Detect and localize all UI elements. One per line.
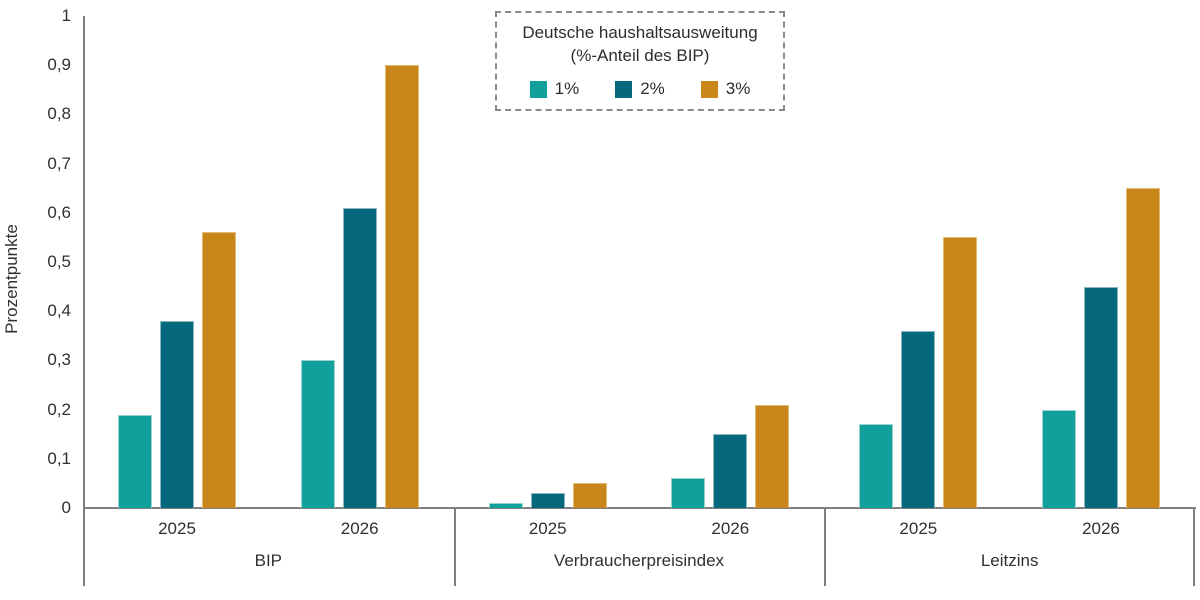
legend-swatch-icon [529, 80, 547, 98]
year-cluster: 2026 [671, 16, 790, 538]
legend: Deutsche haushaltsausweitung (%-Anteil d… [495, 11, 785, 111]
bar-3%-2025 [572, 483, 607, 508]
year-cluster: 2025 [118, 16, 236, 538]
year-cluster: 2026 [1041, 16, 1160, 538]
y-tick-label: 0 [61, 498, 71, 517]
bar-group-leitzins: 2025 2026 Leitzins [824, 16, 1195, 570]
y-tick-label: 0,9 [47, 55, 71, 75]
legend-swatch-icon [615, 80, 633, 98]
bar-2%-2026 [713, 434, 748, 508]
x-group-label: Leitzins [980, 551, 1039, 570]
y-tick-label: 0,6 [47, 202, 71, 222]
bar-group-verbraucherpreisindex: 2025 2026 Verbraucherpreisindex [454, 16, 825, 570]
bar-1%-2025 [488, 503, 523, 508]
y-tick-label: 0,2 [47, 399, 71, 419]
y-tick-label: 1 [61, 6, 71, 25]
bar-group-bip: 2025 2026 BIP [83, 16, 454, 570]
bar-3%-2026 [384, 65, 419, 508]
y-tick-label: 0,5 [47, 252, 71, 271]
group-separator-line [1193, 507, 1195, 586]
y-tick-label: 0,7 [47, 153, 71, 173]
bar-1%-2026 [1041, 409, 1076, 508]
bar-2%-2025 [530, 493, 565, 508]
y-tick-label: 0,8 [47, 104, 71, 124]
legend-item: 3% [700, 79, 751, 99]
bar-1%-2026 [671, 478, 706, 508]
bar-2%-2025 [901, 330, 936, 508]
legend-item-label: 3% [725, 79, 751, 98]
legend-item-list: 1% 2% 3% [497, 79, 783, 99]
x-year-label: 2026 [711, 519, 750, 538]
bar-2%-2026 [1083, 286, 1118, 508]
bar-3%-2026 [1125, 188, 1160, 508]
year-cluster: 2025 [488, 16, 607, 538]
bar-1%-2025 [118, 414, 152, 508]
group-separator-line [83, 507, 85, 586]
x-year-label: 2026 [340, 519, 379, 538]
bar-3%-2026 [755, 404, 790, 508]
legend-item: 1% [529, 79, 580, 99]
plot-area: 2025 2026 BIP 2025 2026 Verbraucherpreisindex… [83, 16, 1195, 570]
bar-3%-2025 [202, 232, 236, 508]
legend-title-line1: Deutsche haushaltsausweitung [522, 23, 758, 42]
x-year-label: 2026 [1082, 519, 1120, 538]
bar-2%-2026 [342, 207, 377, 508]
bar-1%-2026 [300, 360, 335, 508]
y-tick-label: 0,3 [47, 350, 71, 370]
year-cluster: 2026 [300, 16, 419, 538]
x-group-label: Verbraucherpreisindex [553, 551, 725, 570]
bar-1%-2025 [859, 424, 894, 508]
y-tick-label: 0,1 [47, 448, 71, 468]
bar-3%-2025 [943, 237, 978, 508]
legend-item-label: 1% [554, 79, 580, 98]
x-year-label: 2025 [899, 519, 938, 538]
group-separator-line [453, 507, 456, 586]
x-group-label: BIP [254, 551, 283, 570]
x-axis-line [83, 507, 1196, 509]
x-year-label: 2025 [158, 519, 196, 538]
legend-title-line2: (%-Anteil des BIP) [570, 46, 710, 65]
bar-2%-2025 [160, 321, 194, 508]
year-cluster: 2025 [859, 16, 978, 538]
legend-swatch-icon [700, 80, 718, 98]
group-separator-line [824, 507, 827, 586]
x-year-label: 2025 [528, 519, 567, 538]
y-tick-label: 0,4 [47, 301, 71, 321]
legend-item-label: 2% [640, 79, 665, 98]
legend-item: 2% [615, 79, 665, 99]
y-axis-line [83, 16, 85, 508]
